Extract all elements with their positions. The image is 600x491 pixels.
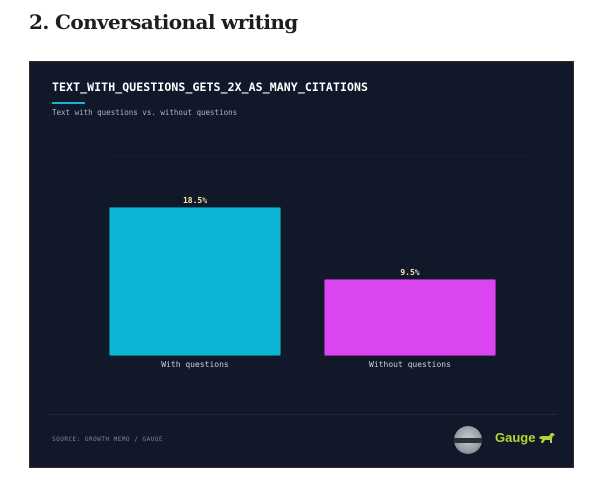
bar-value-without-questions: 9.5% (400, 268, 420, 277)
top-grid-line (110, 155, 530, 156)
growth-memo-badge-icon (454, 426, 482, 454)
chart-card: TEXT_WITH_QUESTIONS_GETS_2X_AS_MANY_CITA… (29, 61, 574, 468)
chart-title: TEXT_WITH_QUESTIONS_GETS_2X_AS_MANY_CITA… (52, 80, 369, 94)
section-title: 2. Conversational writing (29, 10, 298, 34)
category-label-without-questions: Without questions (369, 360, 451, 369)
gauge-dog-icon (539, 432, 556, 443)
gauge-wordmark: Gauge (495, 430, 536, 445)
gauge-logo: Gauge (495, 430, 556, 445)
bar-without-questions (324, 279, 496, 356)
footer-divider (46, 414, 557, 415)
badge-ribbon (454, 438, 482, 443)
source-text: SOURCE: GROWTH MEMO / GAUGE (52, 436, 164, 443)
chart-subtitle: Text with questions vs. without question… (52, 108, 238, 117)
bar-with-questions (109, 207, 281, 356)
title-accent-line (52, 102, 85, 104)
bar-value-with-questions: 18.5% (182, 196, 208, 205)
category-label-with-questions: With questions (161, 360, 229, 369)
